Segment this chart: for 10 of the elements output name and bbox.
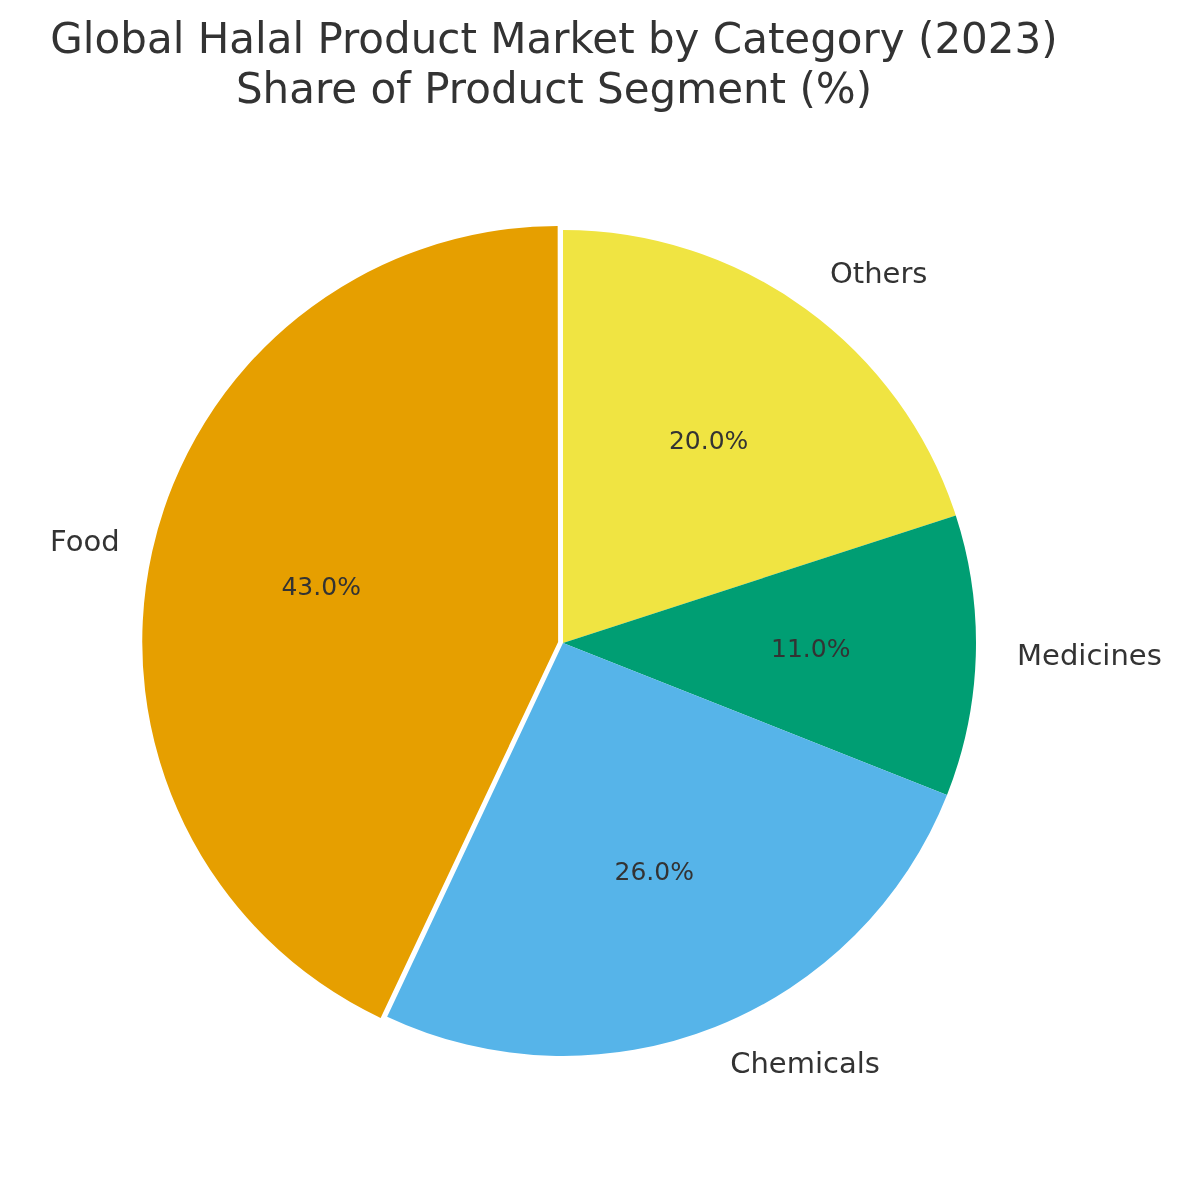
data-label: 20.0% xyxy=(668,426,749,456)
data-label: 26.0% xyxy=(614,856,694,886)
chart-title: Global Halal Product Market by Category (2023) xyxy=(49,14,1059,64)
slice-label: Medicines xyxy=(1017,637,1162,672)
data-label: 11.0% xyxy=(770,634,851,664)
slice-label: Chemicals xyxy=(730,1045,880,1080)
slice-label: Food xyxy=(50,524,120,559)
slice-label: Others xyxy=(830,255,928,290)
data-label: 43.0% xyxy=(281,572,361,602)
chart-subtitle: Share of Product Segment (%) xyxy=(234,64,874,114)
